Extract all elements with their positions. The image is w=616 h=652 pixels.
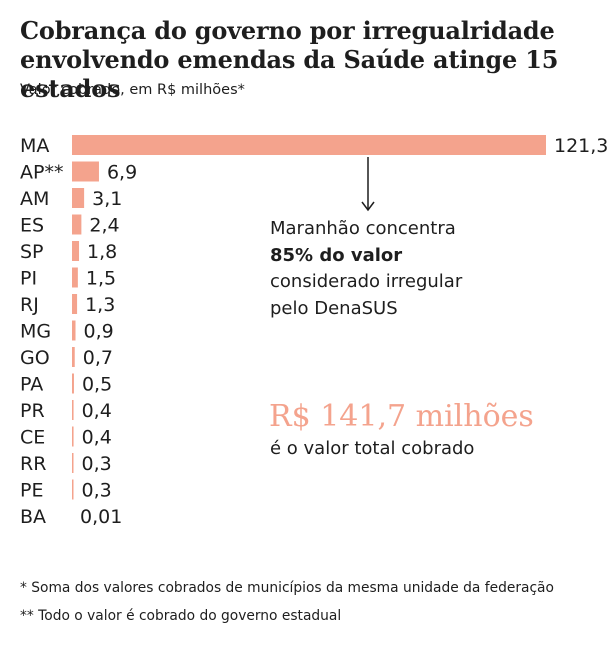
value-label: 1,3: [85, 294, 115, 316]
chart-subtitle: Valor cobrado, em R$ milhões*: [20, 82, 245, 98]
bar: [72, 214, 82, 235]
footnote-2: ** Todo o valor é cobrado do governo est…: [20, 608, 342, 624]
value-label: 6,9: [107, 162, 137, 184]
value-label: 2,4: [89, 215, 119, 237]
category-label: MA: [20, 135, 49, 157]
category-label: PE: [20, 480, 43, 502]
value-label: 0,7: [83, 347, 113, 369]
category-label: PR: [20, 400, 45, 422]
category-label: BA: [20, 506, 46, 528]
bar: [72, 135, 546, 155]
bar: [72, 161, 99, 182]
category-label: CE: [20, 427, 45, 449]
category-label: MG: [20, 321, 51, 343]
bar: [72, 400, 74, 420]
total-value: R$ 141,7 milhões: [269, 399, 534, 434]
value-label: 3,1: [92, 188, 122, 210]
category-label: GO: [20, 347, 50, 369]
category-label: RR: [20, 453, 46, 475]
value-label: 0,4: [82, 427, 112, 449]
annotation-line-2: 85% do valor: [270, 244, 403, 266]
bar: [72, 320, 76, 341]
annotation-line-4: pelo DenaSUS: [270, 297, 398, 319]
bar: [72, 294, 78, 314]
category-label: AP**: [20, 162, 63, 184]
value-label: 1,8: [87, 241, 117, 263]
value-label: 0,3: [82, 480, 112, 502]
bar: [72, 347, 75, 367]
category-label: PI: [20, 268, 37, 290]
category-label: SP: [20, 241, 44, 263]
category-label: PA: [20, 374, 43, 396]
annotation-line-3: considerado irregular: [270, 271, 463, 292]
annotation-arrow-head: [361, 201, 375, 212]
value-label: 0,5: [82, 374, 112, 396]
category-label: ES: [20, 215, 44, 237]
bar: [72, 426, 74, 447]
value-label: 0,9: [84, 321, 114, 343]
bar: [72, 241, 80, 261]
bar: [72, 267, 78, 288]
annotation-line-1: Maranhão concentra: [270, 218, 456, 239]
value-label: 0,3: [82, 453, 112, 475]
bar: [72, 479, 74, 500]
bar: [72, 373, 74, 394]
value-label: 1,5: [86, 268, 116, 290]
value-label: 0,4: [82, 400, 112, 422]
total-caption: é o valor total cobrado: [270, 438, 475, 459]
footnote-1: * Soma dos valores cobrados de município…: [20, 580, 554, 596]
category-label: RJ: [20, 294, 39, 316]
category-label: AM: [20, 188, 49, 210]
bar: [72, 188, 85, 208]
bar: [72, 453, 74, 473]
maranhao-annotation: Maranhão concentra 85% do valor consider…: [270, 216, 590, 322]
bar-chart: MA 121,3 AP** 6,9 AM 3,1 ES 2,4 SP 1,8 PI 1,5 RJ 1,3 M…: [20, 135, 608, 528]
chart-title: Cobrança do governo por irregualridade e…: [20, 16, 559, 103]
value-label: 0,01: [80, 506, 122, 528]
value-label: 121,3: [554, 135, 608, 157]
